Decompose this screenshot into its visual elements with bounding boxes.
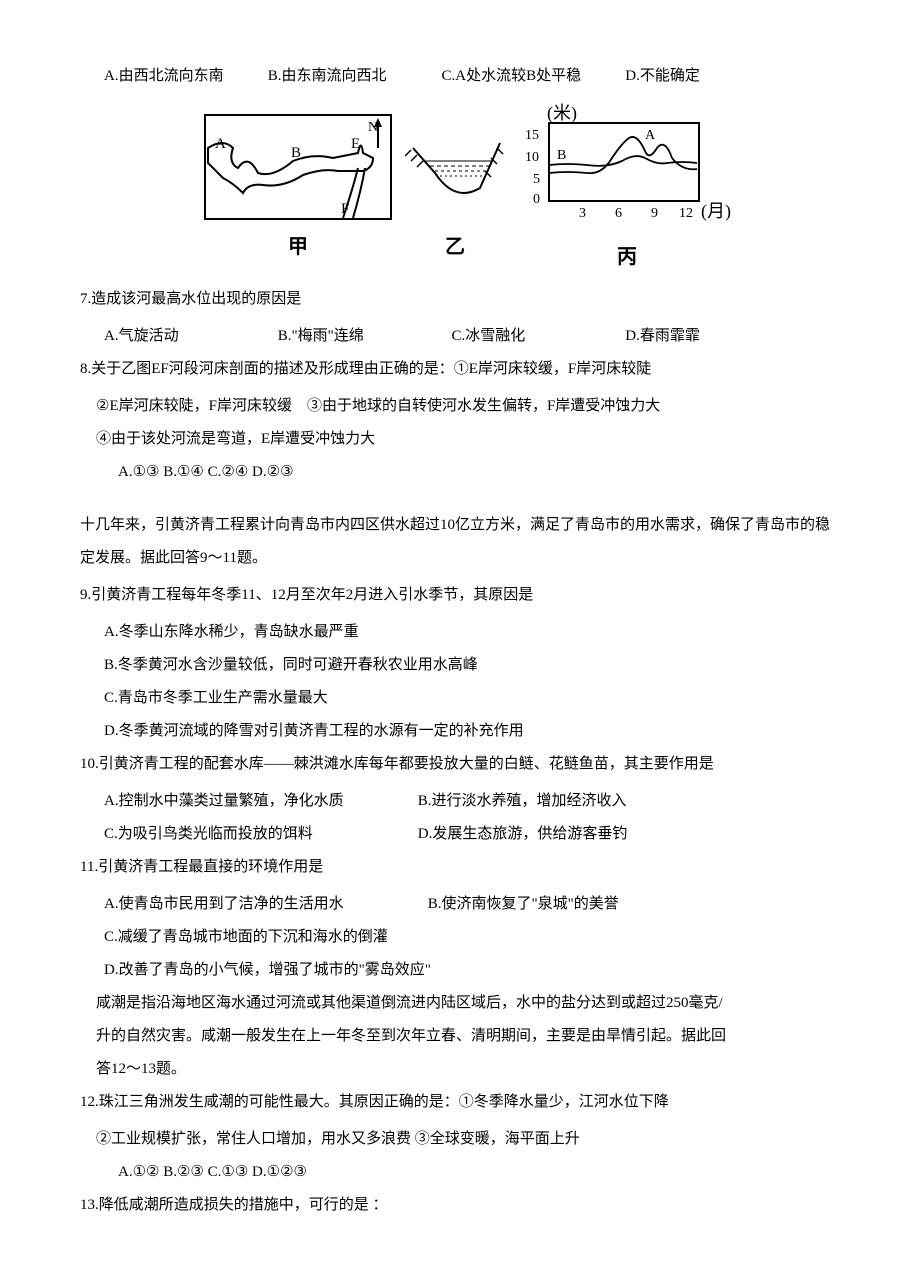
bing-series-B: B xyxy=(557,148,566,163)
q7-stem: 7.造成该河最高水位出现的原因是 xyxy=(80,283,840,316)
q10-opt-a: A.控制水中藻类过量繁殖，净化水质 xyxy=(104,785,414,818)
q9-opt-a: A.冬季山东降水稀少，青岛缺水最严重 xyxy=(80,616,840,649)
q11-opt-c: C.减缓了青岛城市地面的下沉和海水的倒灌 xyxy=(80,921,840,954)
q9-opt-b: B.冬季黄河水含沙量较低，同时可避开春秋农业用水高峰 xyxy=(80,649,840,682)
q6-options: A.由西北流向东南 B.由东南流向西北 C.A处水流较B处平稳 D.不能确定 xyxy=(80,60,840,93)
q8-line3: ④由于该处河流是弯道，E岸遭受冲蚀力大 xyxy=(80,423,840,456)
bing-ytick-0: 0 xyxy=(533,192,540,207)
q6-opt-d: D.不能确定 xyxy=(625,60,700,93)
jia-label-A: A xyxy=(215,136,226,152)
yi-svg xyxy=(405,113,505,223)
figure-bing: (米) 15 10 5 0 3 6 9 12 (月) A B 丙 xyxy=(517,103,737,279)
q10-opt-b: B.进行淡水养殖，增加经济收入 xyxy=(418,793,627,809)
q10-opt-c: C.为吸引鸟类光临而投放的饵料 xyxy=(104,818,414,851)
passage-1: 十几年来，引黄济青工程累计向青岛市内四区供水超过10亿立方米，满足了青岛市的用水… xyxy=(80,509,840,575)
q12-line2: ②工业规模扩张，常住人口增加，用水又多浪费 ③全球变暖，海平面上升 xyxy=(80,1123,840,1156)
figure-container: N A B E F 甲 乙 (米) xyxy=(100,103,840,279)
bing-ytick-15: 15 xyxy=(525,128,539,143)
figure-jia: N A B E F 甲 xyxy=(203,113,393,269)
bing-ytick-10: 10 xyxy=(525,150,539,165)
bing-xtick-9: 9 xyxy=(651,206,658,221)
q12-opt-c: C.①③ xyxy=(208,1164,249,1180)
q10-opt-d: D.发展生态旅游，供给游客垂钓 xyxy=(418,826,628,842)
q12-opt-b: B.②③ xyxy=(163,1164,204,1180)
passage-2-line2: 升的自然灾害。咸潮一般发生在上一年冬至到次年立春、清明期间，主要是由旱情引起。据… xyxy=(80,1020,840,1053)
bing-svg: (米) 15 10 5 0 3 6 9 12 (月) A B xyxy=(517,103,737,233)
q12-opt-d: D.①②③ xyxy=(252,1164,307,1180)
q11-opt-b: B.使济南恢复了"泉城"的美誉 xyxy=(428,896,619,912)
q8-opt-b: B.①④ xyxy=(163,464,204,480)
passage-2-line3: 答12～13题。 xyxy=(80,1053,840,1086)
bing-xtick-12: 12 xyxy=(679,206,693,221)
q9-opt-d: D.冬季黄河流域的降雪对引黄济青工程的水源有一定的补充作用 xyxy=(80,715,840,748)
q8-opt-d: D.②③ xyxy=(252,464,293,480)
q8-opt-c: C.②④ xyxy=(208,464,249,480)
jia-label-F: F xyxy=(341,201,349,217)
q7-options: A.气旋活动 B."梅雨"连绵 C.冰雪融化 D.春雨霏霏 xyxy=(80,320,840,353)
q9-stem: 9.引黄济青工程每年冬季11、12月至次年2月进入引水季节，其原因是 xyxy=(80,579,840,612)
q8-stem: 8.关于乙图EF河段河床剖面的描述及形成理由正确的是：①E岸河床较缓，F岸河床较… xyxy=(80,353,840,386)
jia-label-N: N xyxy=(368,120,378,135)
q11-opts-row1: A.使青岛市民用到了洁净的生活用水 B.使济南恢复了"泉城"的美誉 xyxy=(80,888,840,921)
q13-stem: 13.降低咸潮所造成损失的措施中，可行的是 ： xyxy=(80,1189,840,1222)
q11-opt-d: D.改善了青岛的小气候，增强了城市的"雾岛效应" xyxy=(80,954,840,987)
passage-2-line1: 咸潮是指沿海地区海水通过河流或其他渠道倒流进内陆区域后，水中的盐分达到或超过25… xyxy=(80,987,840,1020)
figure-yi: 乙 xyxy=(405,113,505,269)
yi-caption: 乙 xyxy=(445,225,465,269)
bing-caption: 丙 xyxy=(617,235,637,279)
jia-label-E: E xyxy=(351,136,360,152)
q8-opt-a: A.①③ xyxy=(118,464,159,480)
q8-options: A.①③ B.①④ C.②④ D.②③ xyxy=(80,456,840,489)
jia-svg: N A B E F xyxy=(203,113,393,223)
jia-label-B: B xyxy=(291,145,301,161)
bing-series-A: A xyxy=(645,128,656,143)
q7-opt-d: D.春雨霏霏 xyxy=(625,320,700,353)
q6-opt-c: C.A处水流较B处平稳 xyxy=(442,60,622,93)
q7-opt-b: B."梅雨"连绵 xyxy=(278,320,448,353)
bing-xtick-3: 3 xyxy=(579,206,586,221)
jia-caption: 甲 xyxy=(288,225,308,269)
q11-stem: 11.引黄济青工程最直接的环境作用是 xyxy=(80,851,840,884)
q6-opt-a: A.由西北流向东南 xyxy=(104,60,264,93)
q10-opts-row1: A.控制水中藻类过量繁殖，净化水质 B.进行淡水养殖，增加经济收入 xyxy=(80,785,840,818)
bing-xtick-6: 6 xyxy=(615,206,622,221)
bing-xlabel: (月) xyxy=(701,201,731,222)
q12-opt-a: A.①② xyxy=(118,1164,159,1180)
bing-ylabel: (米) xyxy=(547,103,577,124)
q9-opt-c: C.青岛市冬季工业生产需水量最大 xyxy=(80,682,840,715)
q12-options: A.①② B.②③ C.①③ D.①②③ xyxy=(80,1156,840,1189)
q8-line2: ②E岸河床较陡，F岸河床较缓 ③由于地球的自转使河水发生偏转，F岸遭受冲蚀力大 xyxy=(80,390,840,423)
q11-opt-a: A.使青岛市民用到了洁净的生活用水 xyxy=(104,888,424,921)
q7-opt-c: C.冰雪融化 xyxy=(452,320,622,353)
q12-stem: 12.珠江三角洲发生咸潮的可能性最大。其原因正确的是：①冬季降水量少，江河水位下… xyxy=(80,1086,840,1119)
q10-opts-row2: C.为吸引鸟类光临而投放的饵料 D.发展生态旅游，供给游客垂钓 xyxy=(80,818,840,851)
q7-opt-a: A.气旋活动 xyxy=(104,320,274,353)
q10-stem: 10.引黄济青工程的配套水库——棘洪滩水库每年都要投放大量的白鲢、花鲢鱼苗，其主… xyxy=(80,748,840,781)
bing-ytick-5: 5 xyxy=(533,172,540,187)
q6-opt-b: B.由东南流向西北 xyxy=(268,60,438,93)
